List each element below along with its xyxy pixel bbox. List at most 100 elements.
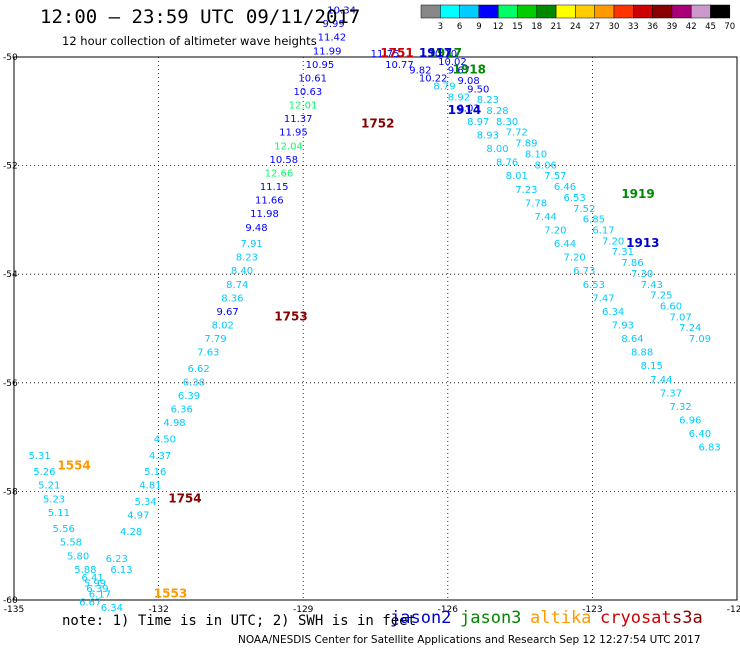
data-point-altika: 6.17 xyxy=(89,589,111,600)
data-point-altika: 6.39 xyxy=(86,584,108,595)
data-point-altika: 6.36 xyxy=(171,405,193,416)
data-point-altika: 10.63 xyxy=(294,87,323,98)
plot-frame xyxy=(13,56,738,601)
data-point-altika: 5.88 xyxy=(74,565,96,576)
chart-title: 12:00 – 23:59 UTC 09/11/2017 xyxy=(40,6,361,28)
colorbar-label: 24 xyxy=(570,22,581,32)
colorbar-swatch xyxy=(710,4,731,19)
chart-axes: -135 -132 -129 -126 -123 -120 -50 -52 -54 -56 -58 -… xyxy=(3,53,740,615)
satellite-legend-s3a: s3a xyxy=(672,608,703,628)
data-point-jason3: 7.24 xyxy=(679,323,701,334)
colorbar-swatch xyxy=(613,4,634,19)
data-point-jason3: 7.09 xyxy=(689,334,711,345)
data-point-jason2: 7.32 xyxy=(670,402,692,413)
data-point-altika: 11.98 xyxy=(250,209,279,220)
data-point-jason2: 6.44 xyxy=(554,239,576,250)
data-point-altika: 5.34 xyxy=(135,497,157,508)
data-point-jason3: 6.60 xyxy=(660,301,682,312)
y-tick-label: -56 xyxy=(3,379,18,389)
data-point-jason2: 7.44 xyxy=(650,375,672,386)
data-point-altika: 9.99 xyxy=(322,19,344,30)
data-point-jason3: 8.28 xyxy=(486,106,508,117)
colorbar-label: 27 xyxy=(589,22,600,32)
data-point-altika: 5.11 xyxy=(48,508,70,519)
x-tick-label: -132 xyxy=(148,605,168,615)
data-point-altika: 7.91 xyxy=(241,239,263,250)
time-label: 1553 xyxy=(154,586,187,600)
data-point-altika: 8.74 xyxy=(226,280,248,291)
data-point-jason3: 7.57 xyxy=(544,171,566,182)
y-tick-label: -60 xyxy=(3,596,18,606)
data-point-altika: 9.48 xyxy=(245,223,267,234)
colorbar-swatch xyxy=(633,4,653,19)
data-point-altika: 5.56 xyxy=(53,524,75,535)
colorbar-label: 42 xyxy=(686,22,697,32)
data-point-jason2: 6.40 xyxy=(689,429,711,440)
colorbar-swatch xyxy=(536,4,557,19)
data-point-jason2: 8.00 xyxy=(486,144,508,155)
data-point-altika: 11.37 xyxy=(284,114,313,125)
colorbar-swatch xyxy=(517,4,538,19)
data-point-jason2: 8.92 xyxy=(448,92,470,103)
data-point-jason2: 7.20 xyxy=(563,253,585,264)
colorbar-swatch xyxy=(690,4,711,19)
colorbar-label: 39 xyxy=(666,22,677,32)
data-point-jason3: 6.46 xyxy=(554,182,576,193)
x-tick-label: -126 xyxy=(438,605,459,615)
time-label: 1753 xyxy=(274,309,307,323)
data-point-altika: 5.21 xyxy=(38,481,60,492)
data-point-jason3: 9.08 xyxy=(457,76,479,87)
data-point-altika: 5.58 xyxy=(60,538,82,549)
satellite-legend-jason2: jason2 xyxy=(390,608,452,628)
data-point-altika: 8.40 xyxy=(231,266,253,277)
footer-credit: NOAA/NESDIS Center for Satellite Applica… xyxy=(238,634,701,646)
data-point-altika: 8.36 xyxy=(221,293,243,304)
data-point-jason3: 7.20 xyxy=(602,236,624,247)
colorbar-swatch xyxy=(497,4,518,19)
data-point-jason3: 6.85 xyxy=(583,215,605,226)
colorbar-label: 15 xyxy=(512,22,523,32)
data-point-altika: 4.28 xyxy=(120,527,142,538)
satellite-legend-altika: altika xyxy=(530,608,592,628)
data-point-altika: 4.81 xyxy=(139,481,161,492)
colorbar-swatch xyxy=(420,4,441,19)
data-point-altika: 6.67 xyxy=(79,597,101,608)
data-point-jason2: 10.77 xyxy=(385,60,414,71)
data-point-altika: 7.63 xyxy=(197,348,219,359)
data-point-altika: 4.50 xyxy=(154,435,176,446)
data-point-jason2: 8.01 xyxy=(506,171,528,182)
colorbar-swatch xyxy=(478,4,499,19)
data-point-jason3: 7.31 xyxy=(612,247,634,258)
colorbar-swatch xyxy=(459,4,480,19)
colorbar-swatch xyxy=(555,4,576,19)
colorbar-label: 36 xyxy=(647,22,658,32)
data-point-altika: 10.41 xyxy=(332,0,361,3)
data-point-jason2: 6.34 xyxy=(602,307,624,318)
data-point-jason2: 6.83 xyxy=(698,443,720,454)
data-point-jason2: 11.75 xyxy=(371,49,400,60)
x-tick-label: -120 xyxy=(727,605,740,615)
data-point-jason3: 8.10 xyxy=(525,149,547,160)
data-point-altika: 10.34 xyxy=(327,6,356,17)
chart-grid xyxy=(14,57,737,600)
colorbar-label: 12 xyxy=(493,22,504,32)
colorbar-label: 21 xyxy=(551,22,562,32)
data-point-altika: 11.66 xyxy=(255,196,284,207)
data-point-altika: 11.42 xyxy=(318,33,347,44)
data-point-altika: 8.02 xyxy=(212,321,234,332)
data-point-jason3: 8.06 xyxy=(535,160,557,171)
time-label: 1751 xyxy=(380,46,413,60)
data-point-jason3: 10.10 xyxy=(429,49,458,60)
y-tick-label: -54 xyxy=(3,270,18,280)
colorbar-label: 9 xyxy=(476,22,481,32)
data-point-altika: 6.62 xyxy=(188,364,210,375)
data-point-altika: 5.99 xyxy=(84,578,106,589)
data-point-jason2: 7.20 xyxy=(544,225,566,236)
data-point-jason3: 7.89 xyxy=(515,139,537,150)
x-tick-label: -123 xyxy=(582,605,602,615)
x-tick-label: -135 xyxy=(4,605,24,615)
data-point-altika: 6.13 xyxy=(110,565,132,576)
data-point-altika: 6.39 xyxy=(178,391,200,402)
data-point-altika: 5.26 xyxy=(33,467,55,478)
